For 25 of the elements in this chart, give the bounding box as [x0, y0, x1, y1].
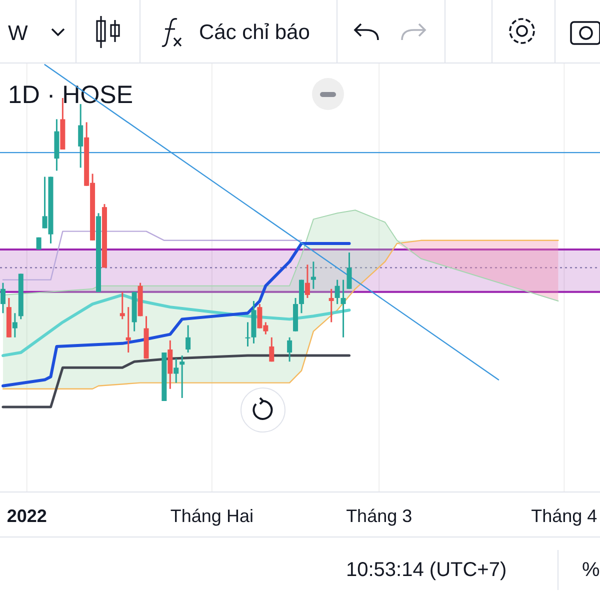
candlestick: [120, 291, 125, 320]
candlestick: [304, 264, 310, 299]
text: Các chỉ báo: [199, 21, 310, 44]
x-tick-label: Tháng Hai: [170, 506, 254, 526]
candlestick: [12, 312, 18, 338]
candlestick: [334, 279, 340, 305]
candlestick: [346, 252, 352, 290]
text: 10:53:14 (UTC+7): [346, 559, 507, 581]
candlestick: [269, 336, 274, 362]
candlestick: [245, 321, 250, 348]
candlestick: [180, 354, 185, 399]
candlestick: [126, 306, 131, 354]
candlestick: [78, 103, 84, 168]
candlestick: [186, 324, 191, 354]
x-tick-label: Tháng 4: [531, 506, 598, 526]
x-tick-label: Tháng 3: [346, 506, 412, 526]
text: W: [8, 22, 28, 45]
candlestick: [0, 282, 6, 314]
x-tick-label: 2022: [6, 506, 47, 526]
candlestick: [287, 336, 292, 362]
candlestick: [310, 260, 316, 290]
candlestick: [174, 358, 179, 384]
candlestick: [328, 288, 334, 323]
text: %: [582, 559, 600, 581]
candlestick: [340, 279, 346, 338]
